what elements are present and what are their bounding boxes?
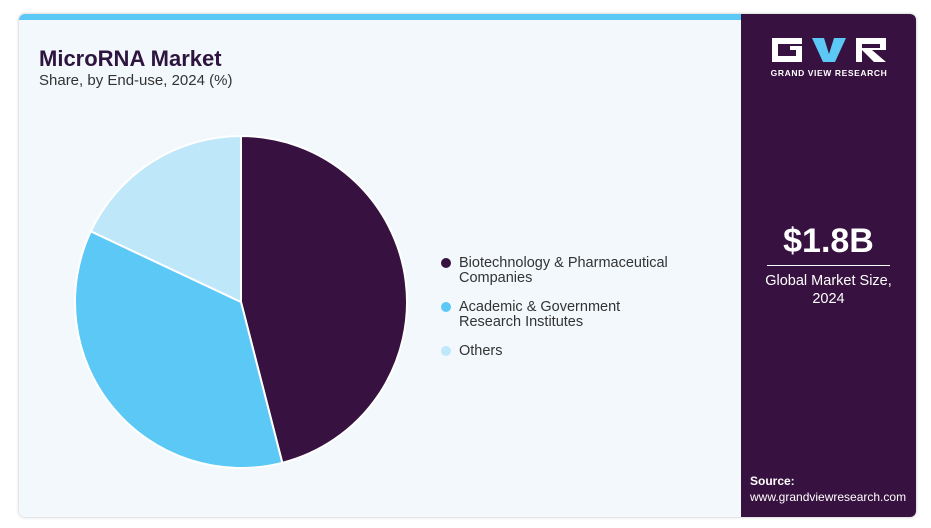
legend-swatch-others <box>441 346 451 356</box>
chart-card: MicroRNA Market Share, by End-use, 2024 … <box>19 14 916 517</box>
brand-logo: GRAND VIEW RESEARCH <box>764 36 894 86</box>
legend-item-others: Others <box>439 344 739 359</box>
legend-label-line1: Biotechnology & Pharmaceutical <box>459 255 668 271</box>
legend-label-line2: Research Institutes <box>459 314 584 330</box>
market-size-label: Global Market Size, 2024 <box>741 272 916 308</box>
market-size-label-line1: Global Market Size, <box>765 273 892 289</box>
market-size-label-line2: 2024 <box>812 291 845 307</box>
legend: Biotechnology & Pharmaceutical Companies… <box>439 256 739 359</box>
pie-slice-biotech-pharma <box>240 134 408 465</box>
legend-label-line1: Academic & Government <box>459 299 621 315</box>
brand-name: GRAND VIEW RESEARCH <box>770 68 888 78</box>
gvr-logo-icon <box>772 38 886 62</box>
stat-divider <box>767 265 890 266</box>
pie-chart <box>74 134 408 469</box>
market-size-value: $1.8B <box>783 222 874 260</box>
legend-swatch-academic-government <box>441 302 451 312</box>
chart-subtitle: Share, by End-use, 2024 (%) <box>39 72 233 89</box>
source-label: Source: <box>750 474 795 488</box>
legend-item-academic-government: Academic & Government Research Institute… <box>439 300 739 330</box>
legend-label-line1: Others <box>459 343 503 359</box>
legend-label-line2: Companies <box>459 270 533 286</box>
pie-slice-academic-government <box>74 229 284 469</box>
chart-title: MicroRNA Market <box>39 46 222 71</box>
pie-slice-others <box>89 134 242 304</box>
sidebar-panel: GRAND VIEW RESEARCH $1.8B Global Market … <box>741 14 916 517</box>
top-accent-bar <box>19 14 741 20</box>
chart-panel: MicroRNA Market Share, by End-use, 2024 … <box>19 20 741 517</box>
legend-swatch-biotech-pharma <box>441 258 451 268</box>
source-link[interactable]: www.grandviewresearch.com <box>750 490 907 504</box>
legend-item-biotech-pharma: Biotechnology & Pharmaceutical Companies <box>439 256 739 286</box>
